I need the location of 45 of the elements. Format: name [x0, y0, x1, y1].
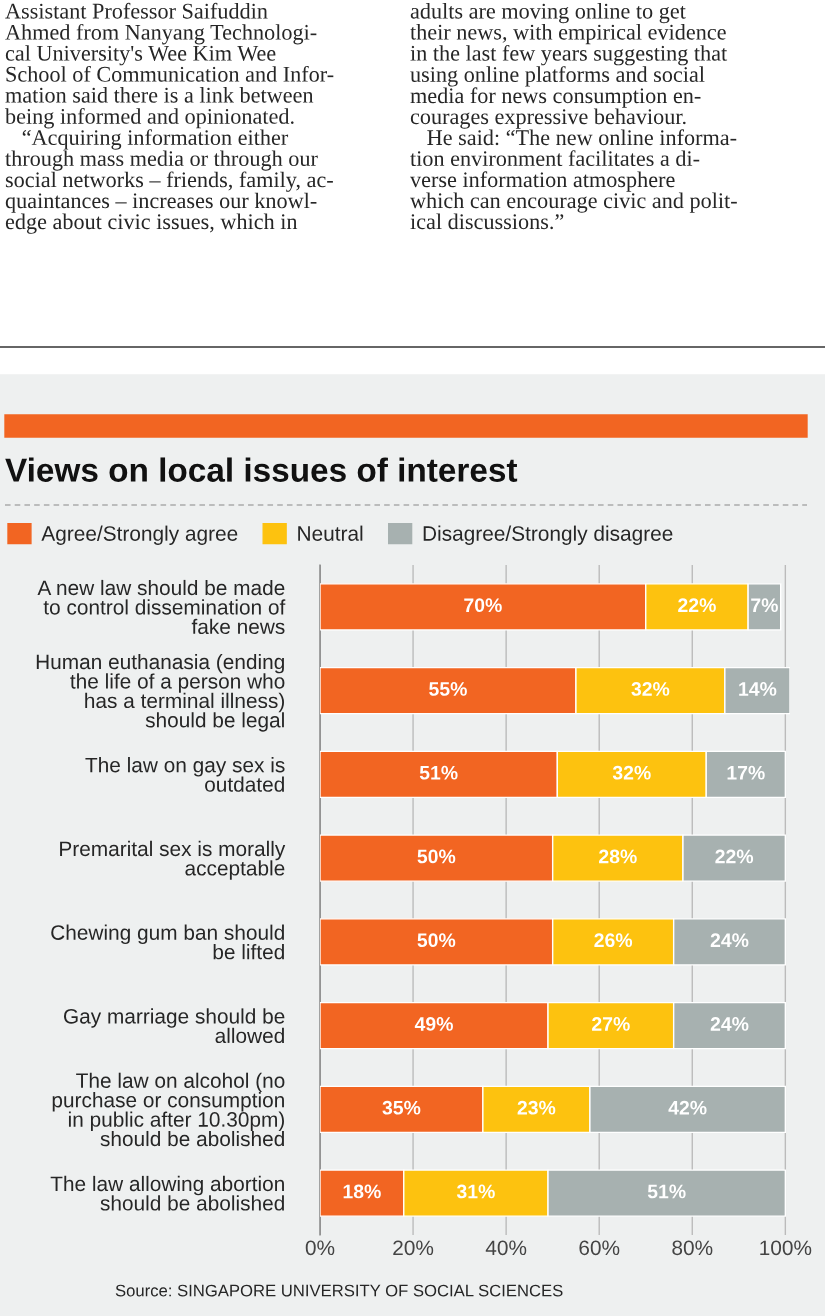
text: Assistant Professor Saifuddin Ahmed from Nanyang Technologi- cal University's Wee Kim Wee School of Communication and Infor- mation said there is a link between being informed and opinionated. “Acquiring information either through mass media or through our social networks – friends, family, ac- quaintances – increases our knowl- edge about civic issues, which in: [5, 2, 334, 234]
data-label: 50%: [417, 849, 456, 864]
source-note: Source: SINGAPORE UNIVERSITY OF SOCIAL SCIENCES: [115, 1284, 563, 1297]
data-label: 31%: [456, 1184, 495, 1199]
data-label: 7%: [751, 598, 778, 613]
data-label: 28%: [599, 849, 637, 864]
x-tick-label: 80%: [672, 1240, 713, 1256]
data-label: 35%: [382, 1100, 421, 1115]
y-tick-label: The law allowing abortion should be abolished: [50, 1175, 284, 1211]
y-tick-label: Gay marriage should be allowed: [64, 1008, 285, 1044]
data-label: 23%: [517, 1100, 556, 1115]
x-tick-label: 40%: [485, 1240, 527, 1256]
data-label: 22%: [715, 849, 754, 864]
data-label: 18%: [343, 1184, 381, 1199]
x-tick-label: 20%: [393, 1240, 434, 1256]
data-label: 49%: [414, 1017, 453, 1031]
legend-label: Disagree/Strongly disagree: [423, 525, 673, 545]
data-label: 22%: [678, 598, 716, 613]
legend-label: Agree/Strongly agree: [41, 525, 238, 545]
data-label: 32%: [631, 682, 670, 696]
data-label: 17%: [727, 765, 765, 780]
data-label: 26%: [594, 933, 633, 948]
y-tick-label: Human euthanasia (ending the life of a person who has a terminal illness) should be legal: [36, 653, 285, 732]
text: adults are moving online to get their news, with empirical evidence in the last few years suggesting that using online platforms and social media for news consumption en- courages expressive behaviour. He said: “The new online informa- tion environment facilitates a di- verse information atmosphere which can encourage civic and polit- ical discussions.”: [410, 3, 737, 230]
x-tick-label: 100%: [760, 1240, 812, 1256]
data-label: 42%: [668, 1100, 707, 1115]
y-tick-label: The law on gay sex is outdated: [85, 757, 285, 792]
data-label: 14%: [739, 682, 777, 696]
x-tick-label: 60%: [579, 1240, 620, 1256]
y-tick-label: Premarital sex is morally acceptable: [60, 840, 286, 880]
data-label: 24%: [710, 1017, 749, 1031]
data-label: 55%: [429, 682, 467, 696]
data-label: 32%: [612, 765, 651, 780]
y-tick-label: The law on alcohol (no purchase or consumption in public after 10.30pm) should be abolished: [52, 1072, 285, 1147]
data-label: 51%: [647, 1184, 686, 1199]
y-tick-label: A new law should be made to control dissemination of fake news: [37, 579, 286, 635]
data-label: 50%: [417, 933, 456, 948]
data-label: 27%: [592, 1017, 630, 1031]
y-tick-label: Chewing gum ban should be lifted: [51, 924, 284, 960]
data-label: 70%: [464, 598, 502, 613]
data-label: 51%: [419, 765, 458, 780]
x-tick-label: 0%: [305, 1240, 335, 1256]
legend-label: Neutral: [298, 525, 363, 541]
chart-title: Views on local issues of interest: [5, 457, 518, 482]
data-label: 24%: [710, 933, 749, 948]
